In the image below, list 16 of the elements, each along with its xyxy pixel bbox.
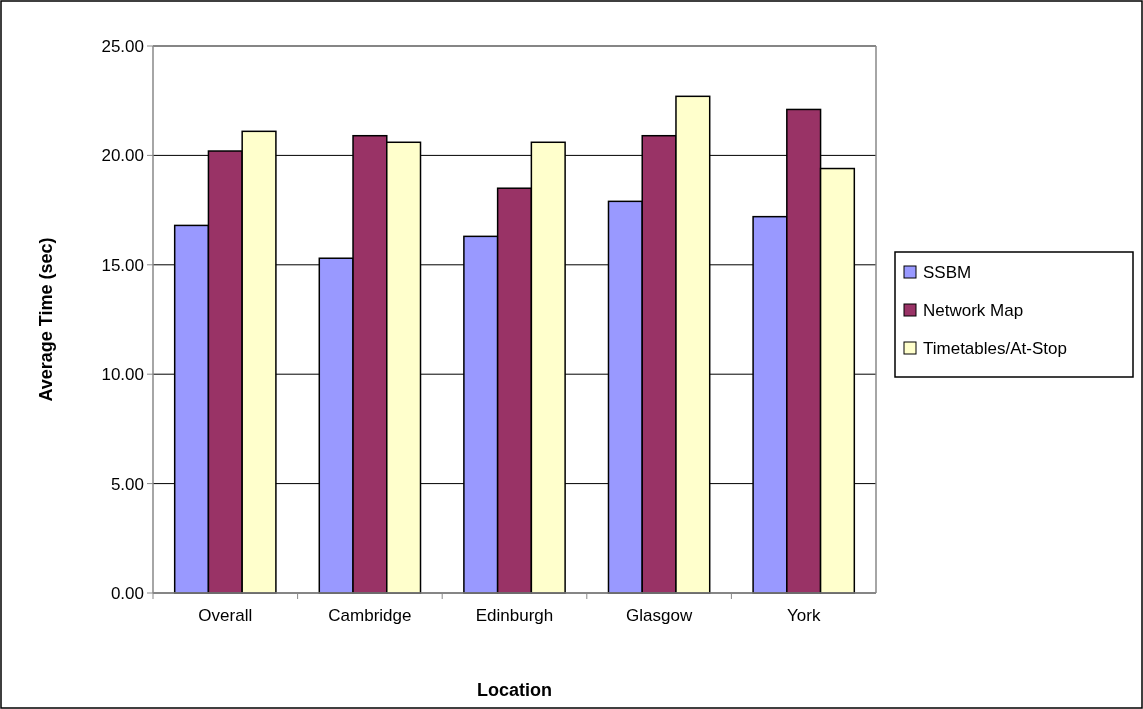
x-tick-label: Glasgow bbox=[626, 606, 693, 625]
x-tick-label: Cambridge bbox=[328, 606, 412, 625]
legend-label: Timetables/At-Stop bbox=[923, 338, 1067, 358]
legend-label: SSBM bbox=[923, 262, 972, 282]
y-tick-label: 10.00 bbox=[101, 365, 144, 385]
x-tick-label: Overall bbox=[198, 606, 253, 625]
x-tick-label: Edinburgh bbox=[475, 606, 554, 625]
y-tick-label: 25.00 bbox=[101, 36, 144, 56]
x-axis-title: Location bbox=[477, 680, 552, 700]
y-tick-label: 15.00 bbox=[101, 255, 144, 275]
y-tick-label: 0.00 bbox=[110, 583, 144, 603]
y-tick-label: 20.00 bbox=[101, 146, 144, 166]
y-tick-label: 5.00 bbox=[110, 474, 144, 494]
y-axis-title: Average Time (sec) bbox=[36, 237, 56, 402]
x-tick-label: York bbox=[787, 606, 821, 625]
legend-label: Network Map bbox=[923, 300, 1024, 320]
